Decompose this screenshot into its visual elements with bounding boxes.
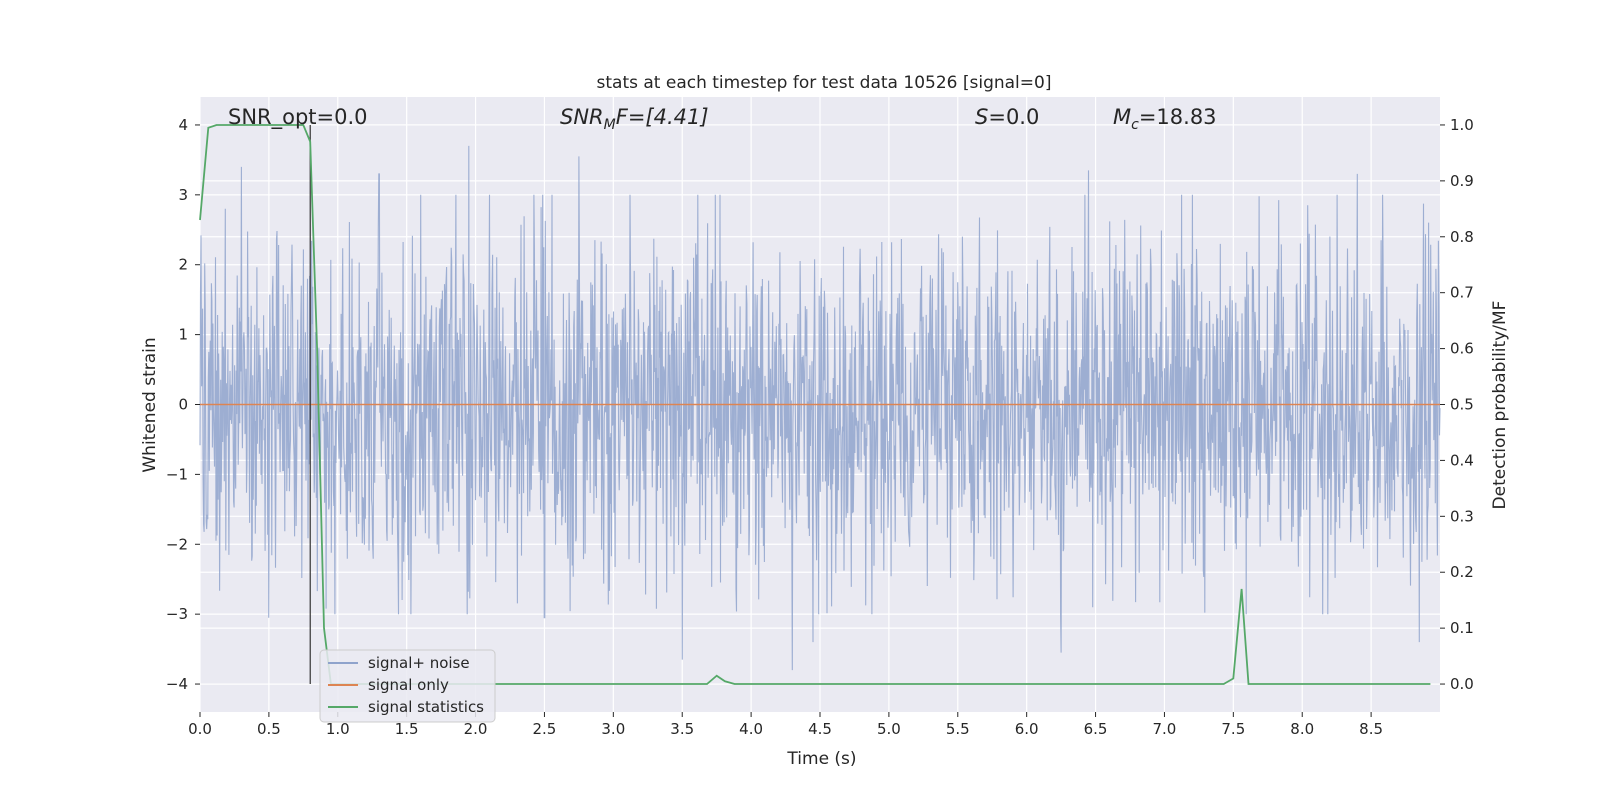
x-tick-label: 6.0 xyxy=(1015,720,1039,738)
x-tick-label: 5.0 xyxy=(877,720,901,738)
x-axis-ticks: 0.0 0.5 1.0 1.5 2.0 2.5 3.0 3.5 4.0 4.5 5.0 5.5 6.0 6… xyxy=(188,712,1383,738)
x-tick-label: 3.5 xyxy=(670,720,694,738)
signal-statistics-line xyxy=(199,124,1431,685)
x-tick-label: 2.5 xyxy=(533,720,557,738)
x-axis-title: Time (s) xyxy=(786,749,856,769)
legend-box xyxy=(319,649,496,723)
legend-label-signal-only: signal only xyxy=(368,676,449,694)
y2-tick-label: 0.5 xyxy=(1450,396,1474,414)
x-tick-label: 3.0 xyxy=(601,720,625,738)
y-tick-label: 4 xyxy=(178,116,188,134)
series-signal-noise xyxy=(199,145,1441,671)
annotation-snr-opt: SNR_opt=0.0 xyxy=(228,105,368,130)
annotation-snr-mf: SNRMF=[4.41] xyxy=(560,105,709,133)
y2-tick-label: 0.1 xyxy=(1450,619,1474,637)
x-tick-label: 0.0 xyxy=(188,720,212,738)
x-tick-label: 5.5 xyxy=(946,720,970,738)
x-tick-label: 2.0 xyxy=(464,720,488,738)
chart-title: stats at each timestep for test data 105… xyxy=(597,73,1052,93)
y-tick-label: −2 xyxy=(166,535,188,553)
legend: signal+ noise signal only signal statist… xyxy=(319,649,496,723)
y2-tick-label: 0.9 xyxy=(1450,172,1474,190)
y2-tick-label: 0.3 xyxy=(1450,507,1474,525)
x-tick-label: 8.0 xyxy=(1290,720,1314,738)
y-tick-label: 2 xyxy=(178,256,188,274)
y-tick-label: −1 xyxy=(166,465,188,483)
x-tick-label: 7.0 xyxy=(1153,720,1177,738)
y2-tick-label: 0.2 xyxy=(1450,563,1474,581)
y2-tick-label: 0.6 xyxy=(1450,340,1474,358)
y2-axis-title: Detection probability/MF xyxy=(1490,301,1510,510)
y2-tick-label: 1.0 xyxy=(1450,116,1474,134)
x-tick-label: 4.0 xyxy=(739,720,763,738)
y2-tick-label: 0.4 xyxy=(1450,451,1474,469)
x-tick-label: 1.5 xyxy=(395,720,419,738)
y2-axis-ticks: 0.0 0.1 0.2 0.3 0.4 0.5 0.6 0.7 0.8 0.9 1.0 xyxy=(1440,116,1474,693)
annotation-mc: Mc=18.83 xyxy=(1113,105,1217,133)
y2-tick-label: 0.8 xyxy=(1450,228,1474,246)
y2-tick-label: 0.0 xyxy=(1450,675,1474,693)
legend-label-signal-noise: signal+ noise xyxy=(368,654,470,672)
y-axis-title: Whitened strain xyxy=(140,337,160,472)
y-tick-label: 0 xyxy=(178,396,188,414)
x-tick-label: 1.0 xyxy=(326,720,350,738)
y2-tick-label: 0.7 xyxy=(1450,284,1474,302)
legend-label-signal-statistics: signal statistics xyxy=(368,698,484,716)
x-tick-label: 4.5 xyxy=(808,720,832,738)
annotation-s: S=0.0 xyxy=(975,105,1039,129)
series-signal-statistics xyxy=(199,124,1431,685)
y-tick-label: −3 xyxy=(166,605,188,623)
y-tick-label: 3 xyxy=(178,186,188,204)
y-tick-label: 1 xyxy=(178,326,188,344)
x-tick-label: 6.5 xyxy=(1084,720,1108,738)
signal-noise-line xyxy=(199,145,1441,671)
x-tick-label: 7.5 xyxy=(1221,720,1245,738)
x-tick-label: 8.5 xyxy=(1359,720,1383,738)
y-axis-ticks: −4 −3 −2 −1 0 1 2 3 4 xyxy=(166,116,200,693)
y-tick-label: −4 xyxy=(166,675,188,693)
x-tick-label: 0.5 xyxy=(257,720,281,738)
